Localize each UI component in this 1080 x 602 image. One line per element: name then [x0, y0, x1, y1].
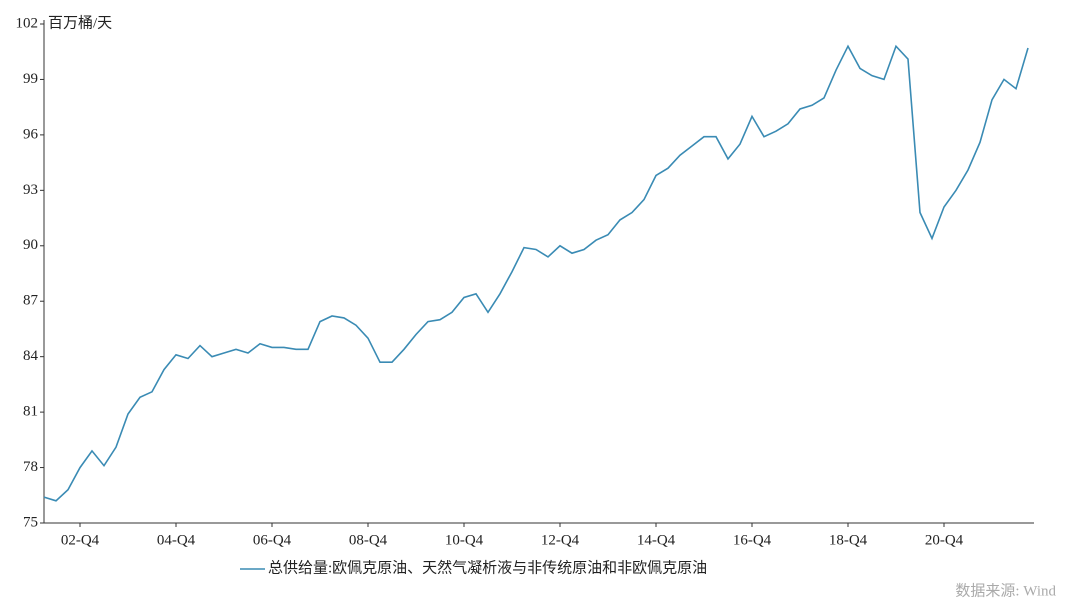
legend-label: 总供给量:欧佩克原油、天然气凝析液与非传统原油和非欧佩克原油 — [268, 559, 707, 576]
y-tick-label: 84 — [23, 348, 39, 364]
y-tick-label: 81 — [23, 404, 38, 420]
x-tick-label: 04-Q4 — [157, 532, 196, 548]
y-tick-label: 90 — [23, 237, 38, 253]
y-tick-label: 75 — [23, 514, 38, 530]
y-tick-label: 99 — [23, 71, 38, 87]
x-tick-label: 10-Q4 — [445, 532, 484, 548]
y-tick-label: 78 — [23, 459, 38, 475]
x-tick-label: 06-Q4 — [253, 532, 292, 548]
source-note: 数据来源: Wind — [955, 582, 1056, 599]
x-tick-label: 20-Q4 — [925, 532, 964, 548]
data-line — [43, 44, 1029, 502]
x-tick-label: 14-Q4 — [637, 532, 676, 548]
y-tick-label: 102 — [16, 15, 39, 31]
x-tick-label: 18-Q4 — [829, 532, 868, 548]
y-tick-label: 87 — [23, 293, 39, 309]
x-tick-label: 12-Q4 — [541, 532, 580, 548]
x-tick-label: 16-Q4 — [733, 532, 772, 548]
x-tick-label: 08-Q4 — [349, 532, 388, 548]
y-axis-unit: 百万桶/天 — [48, 14, 112, 31]
y-tick-label: 93 — [23, 182, 38, 198]
y-tick-label: 96 — [23, 126, 39, 142]
x-tick-label: 02-Q4 — [61, 532, 100, 548]
